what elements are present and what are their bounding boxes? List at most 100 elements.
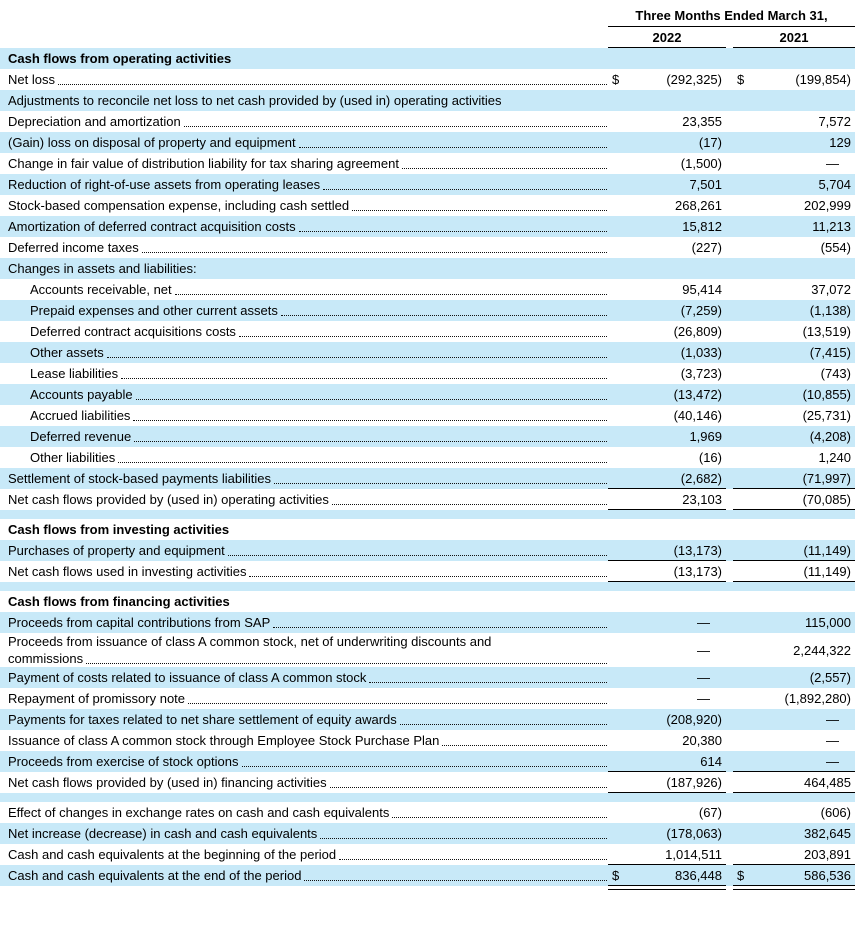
value-cell-2021 <box>733 48 855 69</box>
table-row: Effect of changes in exchange rates on c… <box>0 802 855 823</box>
dotted-leader <box>121 378 607 379</box>
row-label-cell: Net cash flows provided by (used in) fin… <box>0 772 608 793</box>
value-cell-2021: 129 <box>733 132 855 153</box>
dotted-leader <box>273 627 607 628</box>
dotted-leader <box>141 252 607 253</box>
row-label-cell: Accrued liabilities <box>0 405 608 426</box>
value: (17) <box>698 135 722 150</box>
section-spacer-row <box>0 582 855 591</box>
table-row: Proceeds from exercise of stock options 6… <box>0 751 855 772</box>
row-label: Deferred contract acquisitions costs <box>30 324 236 339</box>
value-cell-2021: (743) <box>733 363 855 384</box>
row-label-cell: Accounts receivable, net <box>0 279 608 300</box>
dotted-leader <box>227 555 607 556</box>
value: (2,557) <box>809 670 851 685</box>
value: (3,723) <box>680 366 722 381</box>
value-cell-2022: 15,812 <box>608 216 726 237</box>
value-cell-2022: — <box>608 688 726 709</box>
row-label: Changes in assets and liabilities: <box>8 261 197 276</box>
dotted-leader <box>188 703 607 704</box>
row-label-cell: Net cash flows used in investing activit… <box>0 561 608 582</box>
table-row: Cash flows from financing activities <box>0 591 855 612</box>
row-label: Proceeds from issuance of class A common… <box>8 634 492 649</box>
row-label: Stock-based compensation expense, includ… <box>8 198 350 213</box>
row-label: commissions <box>8 651 84 666</box>
value-cell-2021: (25,731) <box>733 405 855 426</box>
value-cell-2022: (187,926) <box>608 772 726 793</box>
dotted-leader <box>399 724 607 725</box>
value: (16) <box>698 450 722 465</box>
row-label: Lease liabilities <box>30 366 119 381</box>
value-cell-2021: — <box>733 153 855 174</box>
value: 23,355 <box>682 114 722 129</box>
value-cell-2021: (4,208) <box>733 426 855 447</box>
row-label: Effect of changes in exchange rates on c… <box>8 805 390 820</box>
value-cell-2022: 23,355 <box>608 111 726 132</box>
row-label-cell: Settlement of stock-based payments liabi… <box>0 468 608 489</box>
cash-flow-statement: Three Months Ended March 31, 2022 2021 C… <box>0 8 855 890</box>
table-row: Accounts payable (13,472) (10,855) <box>0 384 855 405</box>
value: 7,572 <box>818 114 851 129</box>
value-cell-2022: (17) <box>608 132 726 153</box>
row-label-cell: Lease liabilities <box>0 363 608 384</box>
row-label-cell: Cash flows from investing activities <box>0 519 608 540</box>
value: 1,014,511 <box>665 846 722 862</box>
row-label: Net cash flows provided by (used in) fin… <box>8 775 327 790</box>
row-label-cell: Stock-based compensation expense, includ… <box>0 195 608 216</box>
row-label-cell: Deferred revenue <box>0 426 608 447</box>
currency-symbol: $ <box>612 868 620 883</box>
row-label-cell: Cash and cash equivalents at the beginni… <box>0 844 608 865</box>
row-label: Proceeds from capital contributions from… <box>8 615 271 630</box>
value-cell-2022: — <box>608 612 726 633</box>
section-spacer-row <box>0 510 855 519</box>
dotted-leader <box>135 399 607 400</box>
currency-symbol: $ <box>612 72 620 87</box>
value: 7,501 <box>689 177 722 192</box>
row-label: Cash and cash equivalents at the beginni… <box>8 847 337 862</box>
value-cell-2022: 614 <box>608 751 726 772</box>
table-row: Cash and cash equivalents at the end of … <box>0 865 855 890</box>
table-row: Deferred revenue 1,969 (4,208) <box>0 426 855 447</box>
value: 23,103 <box>682 491 722 507</box>
row-label: Accounts payable <box>30 387 133 402</box>
table-row: Change in fair value of distribution lia… <box>0 153 855 174</box>
value: (67) <box>698 805 722 820</box>
dotted-leader <box>352 210 607 211</box>
table-row: Net cash flows provided by (used in) fin… <box>0 772 855 793</box>
row-label-cell: Accounts payable <box>0 384 608 405</box>
row-label-cell: Other assets <box>0 342 608 363</box>
row-label: Issuance of class A common stock through… <box>8 733 440 748</box>
row-label: Payment of costs related to issuance of … <box>8 670 367 685</box>
table-row: Purchases of property and equipment (13,1… <box>0 540 855 561</box>
dotted-leader <box>323 189 607 190</box>
value-cell-2021: — <box>733 751 855 772</box>
currency-symbol: $ <box>737 868 745 883</box>
value: (71,997) <box>802 470 851 486</box>
value-cell-2022: (1,500) <box>608 153 726 174</box>
row-label: Net loss <box>8 72 55 87</box>
row-label: Settlement of stock-based payments liabi… <box>8 471 272 486</box>
year-column-2021: 2021 <box>733 27 855 48</box>
row-label: Other liabilities <box>30 450 116 465</box>
table-row: Deferred contract acquisitions costs (26,… <box>0 321 855 342</box>
dotted-leader <box>183 126 607 127</box>
table-row: Cash flows from operating activities <box>0 48 855 69</box>
value-cell-2022 <box>608 258 726 279</box>
dotted-leader <box>298 231 607 232</box>
value-cell-2022: (208,920) <box>608 709 726 730</box>
value-cell-2022: 7,501 <box>608 174 726 195</box>
period-columns: Three Months Ended March 31, 2022 2021 <box>608 8 855 48</box>
row-label: Adjustments to reconcile net loss to net… <box>8 93 502 108</box>
value: (208,920) <box>666 712 722 727</box>
table-row: Net increase (decrease) in cash and cash… <box>0 823 855 844</box>
row-label-cell: Proceeds from issuance of class A common… <box>0 633 608 667</box>
dotted-leader <box>134 441 607 442</box>
value: 37,072 <box>811 282 851 297</box>
value-cell-2022: 1,014,511 <box>608 844 726 865</box>
value: (10,855) <box>802 387 851 402</box>
row-label: Depreciation and amortization <box>8 114 181 129</box>
header-label-spacer <box>0 8 608 48</box>
value-cell-2021 <box>733 258 855 279</box>
value-cell-2021: — <box>733 709 855 730</box>
value: (1,500) <box>680 156 722 171</box>
